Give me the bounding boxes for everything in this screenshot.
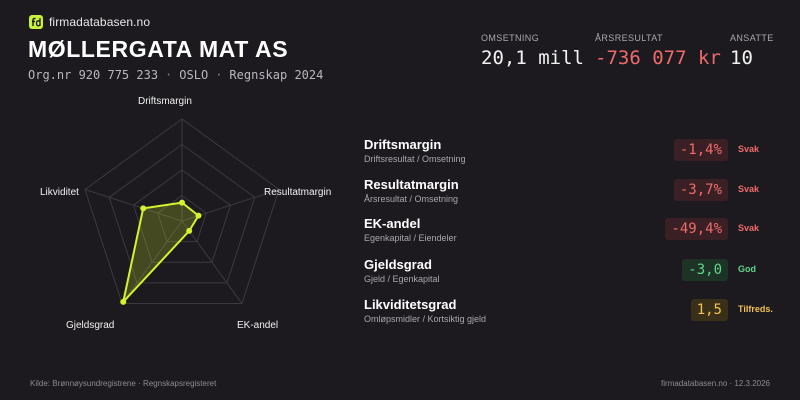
metric-name: Likviditetsgrad — [364, 297, 457, 312]
company-name: MØLLERGATA MAT AS — [28, 36, 289, 62]
metric-status: Svak — [738, 184, 760, 194]
radar-axis-label: Likviditet — [40, 187, 79, 198]
metric-value-badge: -49,4% — [665, 218, 728, 240]
metric-name: Gjeldsgrad — [364, 257, 432, 272]
stat-label: ANSATTE — [730, 33, 774, 43]
radar-axis-line — [121, 220, 183, 304]
radar-axis-label: Resultatmargin — [264, 187, 332, 198]
radar-axis-line — [84, 189, 183, 222]
radar-grid-ring — [108, 143, 256, 284]
stat-arsresultat: ÅRSRESULTAT -736 077 kr — [595, 33, 721, 69]
company-city: OSLO — [179, 68, 209, 82]
radar-data-point — [186, 227, 193, 234]
metric-name: Resultatmargin — [364, 177, 459, 192]
metric-status: God — [738, 264, 756, 274]
radar-axis-label: Gjeldsgrad — [66, 320, 115, 331]
metric-formula: Driftsresultat / Omsetning — [364, 154, 466, 164]
radar-grid-ring — [132, 169, 232, 263]
brand-name: firmadatabasen.no — [49, 15, 151, 29]
metric-value-badge: -3,0 — [682, 259, 728, 281]
metric-row: Driftsmargin Driftsresultat / Omsetning -1… — [364, 137, 774, 171]
metric-row: Gjeldsgrad Gjeld / Egenkapital -3,0 God — [364, 257, 774, 291]
metric-row: Resultatmargin Årsresultat / Omsetning -3,… — [364, 177, 774, 211]
radar-axis-line — [181, 220, 243, 304]
radar-data-point — [179, 199, 185, 206]
fd-logo-icon — [29, 15, 43, 29]
metric-formula: Egenkapital / Eiendeler — [364, 233, 457, 243]
radar-svg — [84, 118, 280, 305]
stat-label: OMSETNING — [481, 33, 540, 43]
report-period: Regnskap 2024 — [229, 68, 324, 82]
company-meta: Org.nr 920 775 233 · OSLO · Regnskap 2024 — [28, 68, 323, 82]
radar-grid-ring — [157, 194, 207, 243]
radar-chart: Driftsmargin Resultatmargin EK-andel Gje… — [30, 90, 360, 350]
metric-value-badge: 1,5 — [690, 299, 728, 321]
radar-axis-label: Driftsmargin — [138, 96, 192, 107]
stat-value: 10 — [730, 47, 753, 69]
metric-formula: Årsresultat / Omsetning — [364, 194, 459, 204]
stat-label: ÅRSRESULTAT — [595, 33, 663, 43]
metric-row: Likviditetsgrad Omløpsmidler / Kortsiktig… — [364, 297, 774, 331]
meta-separator: · — [165, 68, 173, 82]
metric-value-badge: -1,4% — [673, 139, 728, 161]
stat-value: 20,1 mill — [481, 47, 584, 69]
metric-status: Svak — [738, 223, 760, 233]
metric-value-badge: -3,7% — [673, 179, 728, 201]
footer-source: Kilde: Brønnøysundregistrene · Regnskaps… — [30, 379, 217, 388]
radar-data-point — [140, 205, 147, 212]
radar-data-shape — [122, 201, 200, 303]
footer-site-date: firmadatabasen.no · 12.3.2026 — [661, 379, 770, 388]
radar-grid-ring — [84, 118, 280, 305]
metric-row: EK-andel Egenkapital / Eiendeler -49,4% Sva… — [364, 216, 774, 250]
metric-status: Svak — [738, 144, 760, 154]
metric-formula: Gjeld / Egenkapital — [364, 274, 440, 284]
metric-status: Tilfreds. — [738, 304, 773, 314]
org-number: Org.nr 920 775 233 — [28, 68, 159, 82]
metric-name: EK-andel — [364, 216, 421, 231]
stat-value: -736 077 kr — [595, 47, 721, 69]
stat-omsetning: OMSETNING 20,1 mill — [481, 33, 584, 69]
radar-data-point — [120, 298, 127, 305]
brand-header: firmadatabasen.no — [29, 15, 150, 29]
meta-separator: · — [215, 68, 223, 82]
radar-axis-label: EK-andel — [237, 320, 279, 331]
metric-name: Driftsmargin — [364, 137, 442, 152]
radar-data-point — [195, 212, 202, 219]
stat-ansatte: ANSATTE 10 — [730, 33, 774, 69]
metric-formula: Omløpsmidler / Kortsiktig gjeld — [364, 314, 487, 324]
